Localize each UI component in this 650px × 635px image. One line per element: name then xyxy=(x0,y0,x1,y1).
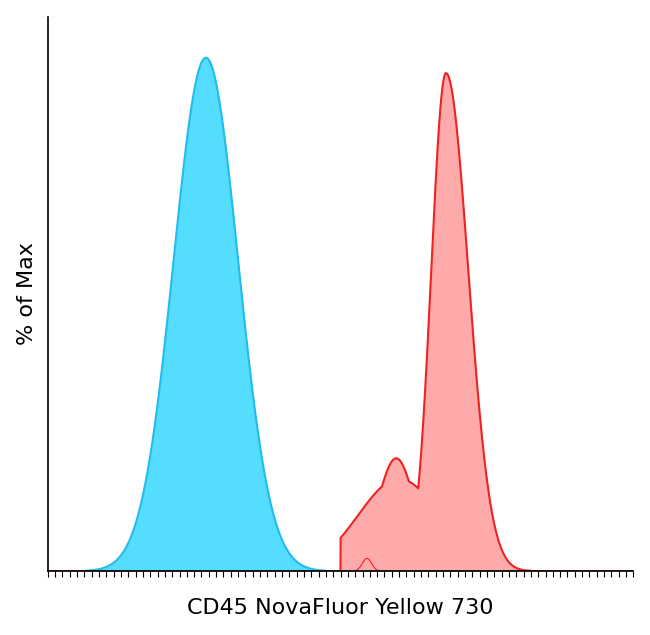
X-axis label: CD45 NovaFluor Yellow 730: CD45 NovaFluor Yellow 730 xyxy=(187,598,494,618)
Y-axis label: % of Max: % of Max xyxy=(17,243,36,345)
